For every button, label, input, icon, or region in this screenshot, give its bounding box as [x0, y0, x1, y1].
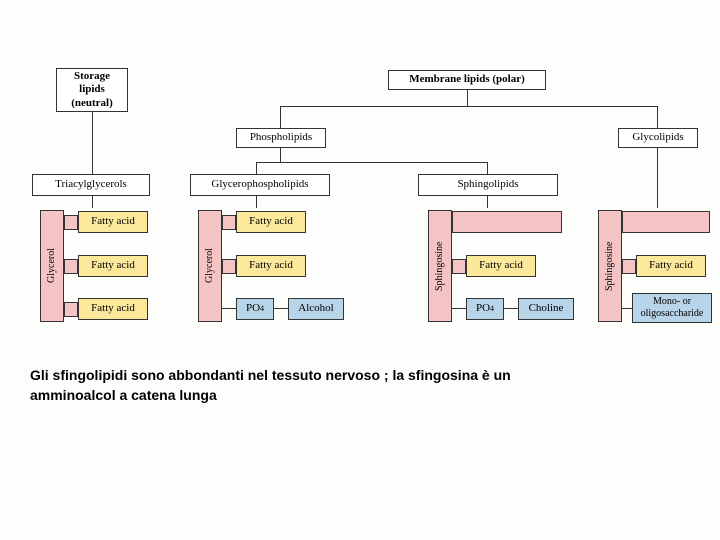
pink-bar-long	[452, 211, 562, 233]
fatty-acid-box: Fatty acid	[78, 255, 148, 277]
po4-box: PO4	[236, 298, 274, 320]
pink-bar	[64, 302, 78, 317]
connector	[256, 162, 257, 174]
caption-text: Gli sfingolipidi sono abbondanti nel tes…	[30, 366, 690, 405]
caption-line2: amminoalcol a catena lunga	[30, 387, 217, 403]
connector	[280, 106, 281, 128]
connector	[274, 308, 288, 309]
fatty-acid-box: Fatty acid	[78, 298, 148, 320]
connector	[657, 106, 658, 128]
connector	[487, 196, 488, 208]
glycerol-label-2: Glycerol	[198, 241, 222, 291]
caption-line1: Gli sfingolipidi sono abbondanti nel tes…	[30, 367, 511, 383]
fatty-acid-box: Fatty acid	[236, 211, 306, 233]
sphingolipids-box: Sphingolipids	[418, 174, 558, 196]
pink-bar	[452, 259, 466, 274]
choline-box: Choline	[518, 298, 574, 320]
pink-bar	[622, 259, 636, 274]
membrane-lipids-box: Membrane lipids (polar)	[388, 70, 546, 90]
glycerophospholipids-box: Glycerophospholipids	[190, 174, 330, 196]
storage-lipids-box: Storage lipids (neutral)	[56, 68, 128, 112]
fatty-acid-box: Fatty acid	[78, 211, 148, 233]
pink-bar	[222, 215, 236, 230]
pink-bar	[64, 215, 78, 230]
po4-sub: 4	[490, 304, 494, 314]
fatty-acid-box: Fatty acid	[236, 255, 306, 277]
pink-bar-long	[622, 211, 710, 233]
connector	[256, 196, 257, 208]
sphingosine-label-2: Sphingosine	[598, 232, 622, 300]
pink-bar	[64, 259, 78, 274]
connector	[622, 308, 632, 309]
glycerol-label-1: Glycerol	[40, 241, 64, 291]
pink-bar	[222, 259, 236, 274]
connector	[256, 162, 488, 163]
connector	[92, 112, 93, 174]
alcohol-box: Alcohol	[288, 298, 344, 320]
po4-box: PO4	[466, 298, 504, 320]
connector	[280, 148, 281, 162]
connector	[92, 196, 93, 208]
sphingosine-label-1: Sphingosine	[428, 232, 452, 300]
po4-sub: 4	[260, 304, 264, 314]
connector	[222, 308, 236, 309]
connector	[487, 162, 488, 174]
connector	[280, 106, 658, 107]
po4-label: PO	[476, 302, 490, 315]
mono-oligo-box: Mono- or oligosaccharide	[632, 293, 712, 323]
phospholipids-box: Phospholipids	[236, 128, 326, 148]
po4-label: PO	[246, 302, 260, 315]
connector	[467, 90, 468, 106]
fatty-acid-box: Fatty acid	[636, 255, 706, 277]
connector	[657, 148, 658, 208]
triacylglycerols-box: Triacylglycerols	[32, 174, 150, 196]
connector	[504, 308, 518, 309]
connector	[452, 308, 466, 309]
fatty-acid-box: Fatty acid	[466, 255, 536, 277]
glycolipids-box: Glycolipids	[618, 128, 698, 148]
